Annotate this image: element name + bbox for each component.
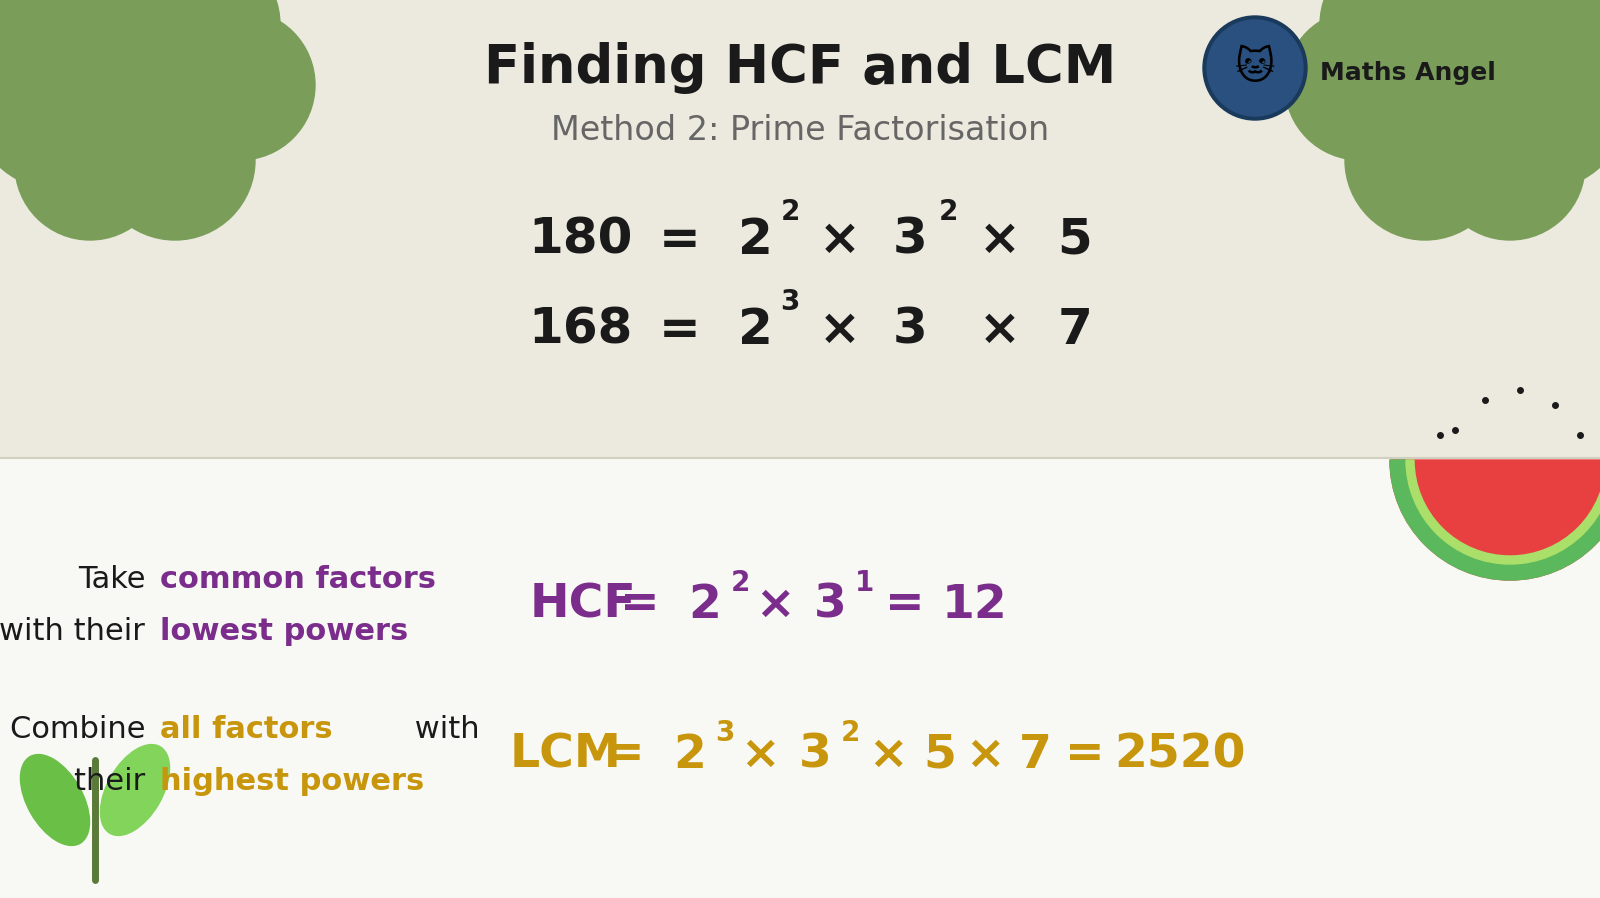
Text: ×: × [741,733,779,778]
Text: their: their [74,768,155,797]
Text: lowest powers: lowest powers [160,618,408,647]
Circle shape [19,0,200,105]
Text: HCF: HCF [530,583,637,628]
Text: Method 2: Prime Factorisation: Method 2: Prime Factorisation [550,113,1050,146]
Text: with their: with their [0,618,155,647]
Text: 7: 7 [1058,306,1093,354]
Text: 12: 12 [942,583,1008,628]
Text: 🐱: 🐱 [1235,49,1275,87]
Text: 3: 3 [781,288,800,316]
Text: 3: 3 [798,733,832,778]
Text: 3: 3 [893,216,928,264]
Wedge shape [1406,460,1600,564]
Ellipse shape [101,744,170,835]
Text: 3: 3 [814,583,846,628]
Text: 2: 2 [688,583,722,628]
Text: Take: Take [78,566,155,594]
Text: ×: × [819,306,861,354]
Circle shape [1320,0,1480,105]
Circle shape [1206,20,1302,116]
Text: 180: 180 [528,216,632,264]
Text: =: = [1066,733,1106,778]
Wedge shape [1390,460,1600,580]
Circle shape [94,80,254,240]
Text: LCM: LCM [510,733,622,778]
Text: Maths Angel: Maths Angel [1320,61,1496,85]
Text: ×: × [819,216,861,264]
Circle shape [165,10,315,160]
Circle shape [1400,0,1581,105]
Circle shape [1435,90,1586,240]
Text: =: = [621,583,659,628]
Text: 7: 7 [1019,733,1051,778]
Circle shape [0,0,115,115]
Text: 2520: 2520 [1114,733,1246,778]
Text: with: with [405,716,480,744]
Text: 2: 2 [840,719,859,747]
Circle shape [14,90,165,240]
Circle shape [1203,16,1307,120]
Text: ×: × [979,216,1021,264]
Text: =: = [659,216,701,264]
Text: 3: 3 [893,306,928,354]
Text: 1: 1 [856,569,875,597]
Text: 3: 3 [715,719,734,747]
Circle shape [0,10,150,190]
Text: 2: 2 [938,198,958,226]
Text: =: = [885,583,925,628]
Text: =: = [605,733,645,778]
Text: Combine: Combine [10,716,155,744]
Circle shape [1285,10,1435,160]
Text: 2: 2 [674,733,707,778]
Bar [0,458,1600,898]
Circle shape [1355,0,1546,185]
Ellipse shape [21,754,90,845]
Text: common factors: common factors [160,566,435,594]
Circle shape [1450,10,1600,190]
Text: ×: × [965,733,1005,778]
Text: 2: 2 [738,216,773,264]
Text: 2: 2 [738,306,773,354]
Text: all factors: all factors [160,716,333,744]
Text: 5: 5 [1058,216,1093,264]
Text: highest powers: highest powers [160,768,424,797]
Text: ×: × [755,583,795,628]
Text: Finding HCF and LCM: Finding HCF and LCM [483,42,1117,94]
Bar [0,0,1600,458]
Text: 168: 168 [528,306,632,354]
Text: 2: 2 [781,198,800,226]
Circle shape [1485,0,1600,115]
Text: =: = [659,306,701,354]
Text: ×: × [869,733,907,778]
Wedge shape [1390,460,1600,580]
Circle shape [54,0,245,185]
Circle shape [1346,80,1506,240]
Text: ×: × [979,306,1021,354]
Text: 5: 5 [923,733,957,778]
Circle shape [120,0,280,105]
Text: 2: 2 [730,569,750,597]
